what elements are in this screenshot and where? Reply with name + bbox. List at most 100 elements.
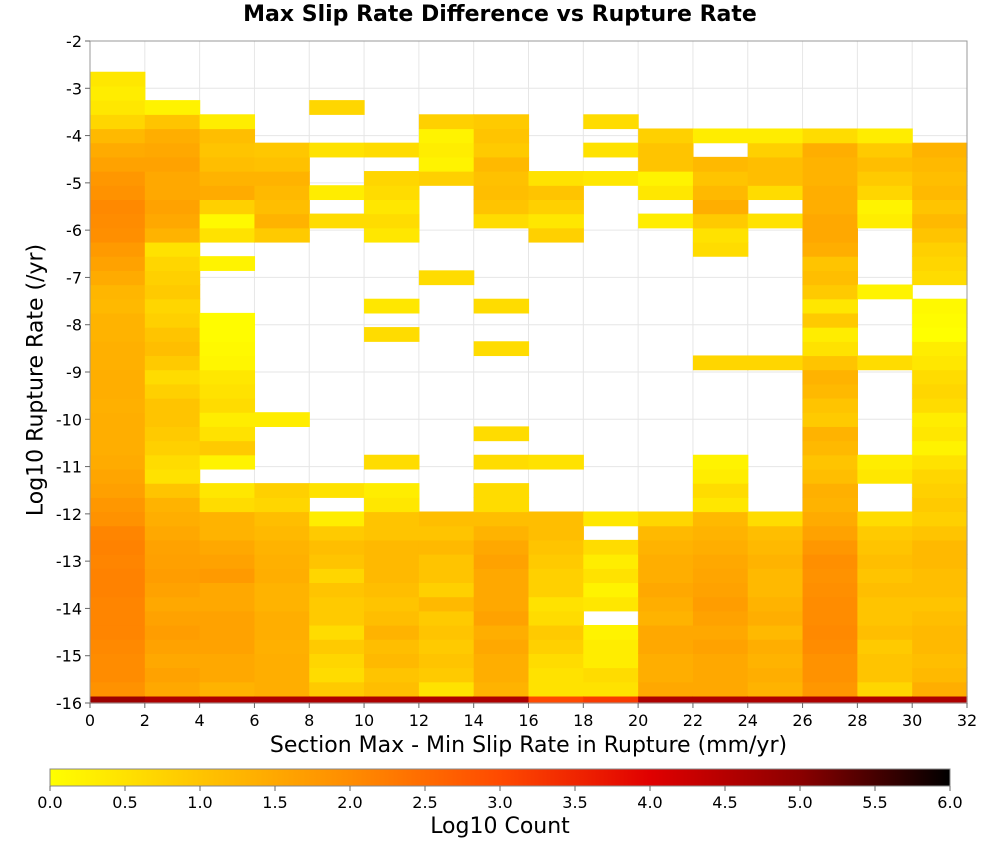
heatmap-cell: [144, 412, 201, 427]
heatmap-cell: [90, 142, 146, 158]
heatmap-cell: [90, 213, 146, 229]
heatmap-cell: [857, 582, 913, 598]
heatmap-cell: [199, 213, 256, 229]
heatmap-cell: [418, 695, 475, 704]
heatmap-cell: [309, 539, 365, 555]
y-axis-ticks: -2 -3 -4 -5 -6 -7 -8 -9 -10 -11 -12 -13 -14 -15 -16: [56, 32, 90, 713]
heatmap-cell: [638, 667, 694, 683]
heatmap-cell: [254, 185, 310, 201]
heatmap-cell: [144, 298, 201, 314]
y-tick-label: -9: [66, 363, 82, 382]
heatmap-cell: [802, 142, 858, 158]
heatmap-cell: [802, 312, 858, 328]
heatmap-cell: [309, 667, 365, 683]
heatmap-cell: [857, 185, 913, 201]
heatmap-cell: [90, 185, 146, 201]
heatmap-cell: [418, 525, 475, 541]
heatmap-cell: [473, 596, 530, 612]
heatmap-cell: [857, 156, 913, 172]
heatmap-cell: [364, 171, 420, 186]
heatmap-cell: [90, 100, 146, 115]
heatmap-cell: [418, 667, 475, 683]
heatmap-cell: [857, 539, 913, 555]
heatmap-cell: [802, 582, 858, 598]
heatmap-cell: [199, 312, 256, 328]
heatmap-cell: [747, 554, 804, 569]
heatmap-cell: [364, 454, 420, 470]
heatmap-cell: [90, 256, 146, 271]
heatmap-cell: [802, 440, 858, 456]
heatmap-cell: [144, 624, 201, 640]
heatmap-cell: [199, 355, 256, 371]
heatmap-cell: [692, 511, 749, 527]
heatmap-cell: [473, 171, 530, 186]
heatmap-cell: [912, 312, 968, 328]
heatmap-cell: [802, 426, 858, 442]
heatmap-cell: [802, 554, 858, 569]
heatmap-cells: [90, 71, 968, 704]
heatmap-cell: [912, 568, 968, 584]
heatmap-cell: [199, 156, 256, 172]
heatmap-cell: [912, 653, 968, 669]
heatmap-cell: [254, 610, 310, 626]
heatmap-cell: [90, 398, 146, 413]
heatmap-cell: [418, 114, 475, 130]
heatmap-cell: [144, 341, 201, 357]
heatmap-cell: [364, 497, 420, 513]
heatmap-cell: [747, 667, 804, 683]
colorbar: [49, 768, 951, 787]
heatmap-cell: [692, 468, 749, 484]
heatmap-cell: [912, 270, 968, 286]
heatmap-cell: [144, 156, 201, 172]
heatmap-cell: [912, 440, 968, 456]
y-tick-label: -8: [66, 316, 82, 335]
x-tick-label: 24: [738, 711, 758, 730]
heatmap-cell: [309, 582, 365, 598]
heatmap-cell: [90, 412, 146, 427]
heatmap-cell: [364, 639, 420, 654]
heatmap-cell: [857, 695, 913, 704]
heatmap-cell: [254, 483, 310, 498]
heatmap-cell: [364, 624, 420, 640]
heatmap-cell: [857, 355, 913, 371]
heatmap-cell: [473, 539, 530, 555]
heatmap-cell: [638, 582, 694, 598]
heatmap-cell: [199, 681, 256, 697]
heatmap-cell: [199, 610, 256, 626]
heatmap-cell: [90, 639, 146, 654]
heatmap-cell: [254, 624, 310, 640]
heatmap-cell: [364, 582, 420, 598]
heatmap-cell: [473, 667, 530, 683]
heatmap-cell: [583, 114, 639, 130]
heatmap-cell: [802, 639, 858, 654]
heatmap-cell: [144, 454, 201, 470]
x-tick-label: 4: [195, 711, 205, 730]
y-tick-label: -12: [56, 505, 82, 524]
heatmap-cell: [528, 199, 584, 215]
heatmap-cell: [857, 681, 913, 697]
x-tick-label: 10: [354, 711, 374, 730]
heatmap-cell: [199, 114, 256, 130]
heatmap-cell: [144, 639, 201, 654]
heatmap-cell: [802, 213, 858, 229]
heatmap-cell: [473, 128, 530, 144]
heatmap-cell: [418, 582, 475, 598]
heatmap-cell: [802, 667, 858, 683]
heatmap-cell: [309, 610, 365, 626]
heatmap-cell: [802, 511, 858, 527]
heatmap-cell: [912, 298, 968, 314]
heatmap-cell: [473, 199, 530, 215]
x-tick-label: 28: [847, 711, 867, 730]
heatmap-cell: [254, 596, 310, 612]
heatmap-cell: [144, 695, 201, 704]
heatmap-cell: [144, 653, 201, 669]
heatmap-cell: [473, 653, 530, 669]
heatmap-cell: [254, 497, 310, 513]
heatmap-cell: [364, 227, 420, 243]
heatmap-cell: [254, 142, 310, 158]
heatmap-cell: [912, 667, 968, 683]
heatmap-cell: [254, 639, 310, 654]
y-tick-label: -10: [56, 410, 82, 429]
heatmap-cell: [199, 539, 256, 555]
heatmap-cell: [254, 554, 310, 569]
